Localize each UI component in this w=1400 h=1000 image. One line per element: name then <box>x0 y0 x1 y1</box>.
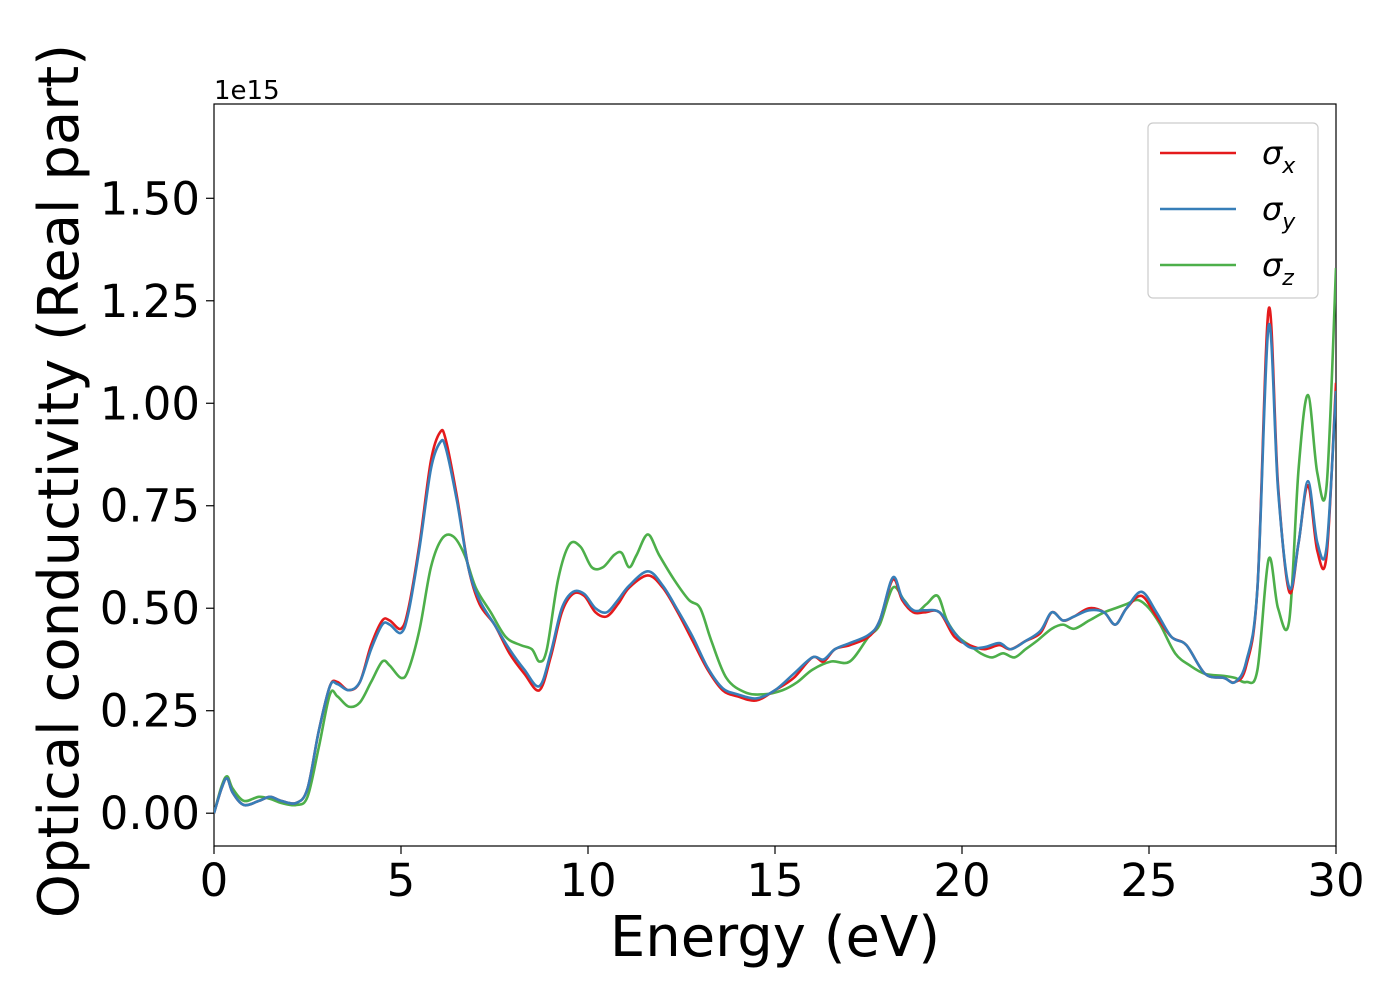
x-tick-label: 25 <box>1120 854 1177 907</box>
series-group <box>214 267 1336 814</box>
series-line-x <box>214 306 1336 814</box>
y-tick-label: 0.75 <box>100 480 200 533</box>
x-tick-label: 20 <box>933 854 990 907</box>
y-tick-label: 0.25 <box>100 685 200 738</box>
x-axis-ticks: 0 5 10 15 20 25 30 <box>200 846 1365 907</box>
y-tick-label: 1.00 <box>100 377 200 430</box>
series-line-z <box>214 267 1336 814</box>
x-tick-label: 0 <box>200 854 229 907</box>
series-line-y <box>214 322 1336 814</box>
x-tick-label: 10 <box>559 854 616 907</box>
legend-label-z: σz <box>1262 246 1294 291</box>
x-tick-label: 30 <box>1307 854 1364 907</box>
legend-label-x: σx <box>1262 134 1296 179</box>
legend-label-y: σy <box>1262 190 1296 235</box>
y-tick-label: 0.50 <box>100 582 200 635</box>
y-tick-label: 1.25 <box>100 275 200 328</box>
y-tick-label: 0.00 <box>100 787 200 840</box>
y-axis-title: Optical conductivity (Real part) <box>27 44 92 918</box>
y-tick-label: 1.50 <box>100 172 200 225</box>
y-axis-ticks: 0.00 0.25 0.50 0.75 1.00 1.25 1.50 <box>100 172 214 840</box>
x-tick-label: 5 <box>387 854 416 907</box>
y-axis-offset-label: 1e15 <box>214 76 280 106</box>
legend: σx σy σz <box>1147 122 1319 299</box>
x-axis-title: Energy (eV) <box>610 905 940 970</box>
x-tick-label: 15 <box>746 854 803 907</box>
legend-box <box>1147 122 1319 299</box>
